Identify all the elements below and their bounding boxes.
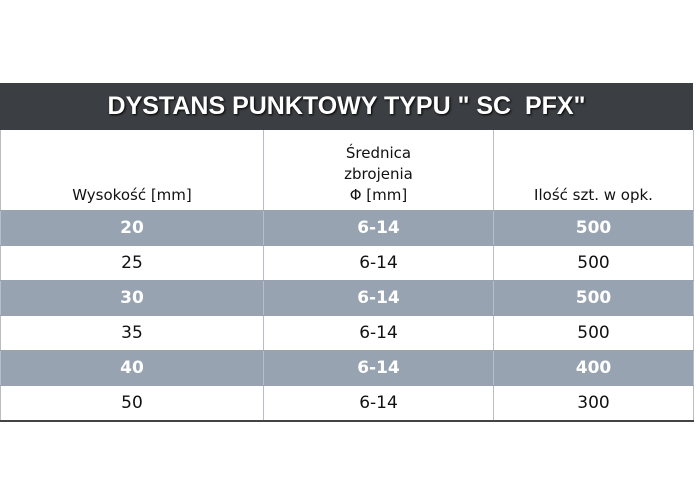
table-block: DYSTANS PUNKTOWY TYPU " SC PFX" Wysokość… [0,83,694,422]
table-cell: 400 [493,350,694,386]
column-header: Ilość szt. w opk. [493,130,694,211]
table-cell: 500 [493,280,694,316]
table-cell: 6-14 [263,245,494,281]
table-cell: 6-14 [263,210,494,246]
table-cell: 6-14 [263,350,494,386]
table-cell: 500 [493,210,694,246]
table-cell: 25 [0,245,264,281]
table-cell: 50 [0,385,264,422]
table-cell: 20 [0,210,264,246]
column-header: Średnica zbrojenia Φ [mm] [263,130,494,211]
column-header: Wysokość [mm] [0,130,264,211]
table-cell: 40 [0,350,264,386]
table-row: 30 6-14 500 [0,280,694,316]
table-title: DYSTANS PUNKTOWY TYPU " SC PFX" [0,83,693,130]
table-cell: 35 [0,315,264,351]
table: Wysokość [mm] Średnica zbrojenia Φ [mm] Il… [0,130,694,422]
table-cell: 500 [493,315,694,351]
table-row: 25 6-14 500 [0,245,694,281]
table-cell: 300 [493,385,694,422]
table-row: 40 6-14 400 [0,350,694,386]
table-cell: 30 [0,280,264,316]
header-row: Wysokość [mm] Średnica zbrojenia Φ [mm] Il… [0,130,694,211]
table-row: 20 6-14 500 [0,210,694,246]
table-cell: 6-14 [263,385,494,422]
table-row: 35 6-14 500 [0,315,694,351]
table-row: 50 6-14 300 [0,385,694,422]
table-body: 20 6-14 500 25 6-14 500 30 6-14 500 35 6-14 500 40 6-… [0,210,694,422]
table-cell: 6-14 [263,280,494,316]
table-cell: 6-14 [263,315,494,351]
table-cell: 500 [493,245,694,281]
